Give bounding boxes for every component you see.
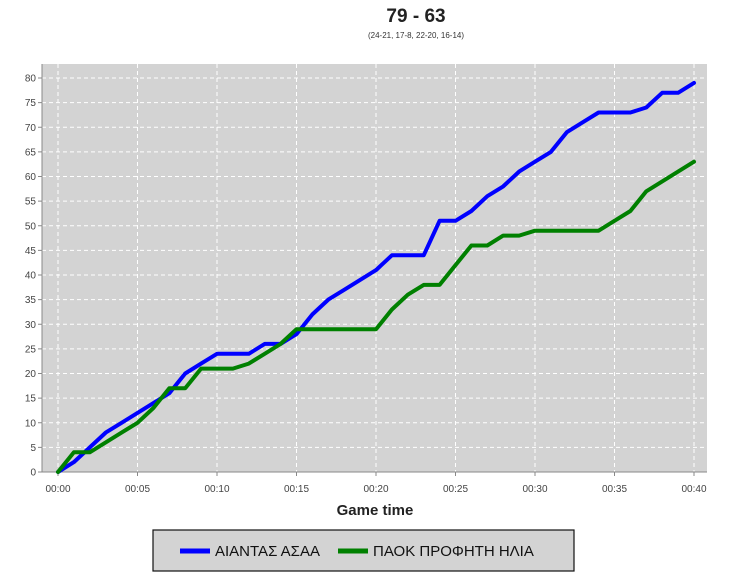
y-tick-label: 0 (30, 468, 36, 479)
y-tick-label: 15 (25, 394, 37, 405)
x-tick-label: 00:00 (45, 484, 70, 495)
chart-title: 79 - 63 (386, 6, 445, 27)
y-tick-label: 30 (25, 320, 37, 331)
y-tick-label: 10 (25, 418, 37, 429)
legend: ΑΙΑΝΤΑΣ ΑΣΑΑ ΠΑΟΚ ΠΡΟΦΗΤΗ ΗΛΙΑ (152, 529, 575, 572)
y-tick-label: 35 (25, 295, 37, 306)
x-tick-label: 00:10 (204, 484, 229, 495)
y-tick-label: 70 (25, 123, 37, 134)
y-tick-label: 65 (25, 147, 37, 158)
x-tick-label: 00:20 (363, 484, 388, 495)
x-tick-label: 00:35 (602, 484, 627, 495)
y-tick-label: 75 (25, 98, 37, 109)
x-tick-label: 00:05 (125, 484, 150, 495)
series-line-1 (56, 159, 696, 474)
x-axis-label: Game time (337, 502, 414, 519)
chart-subtitle: (24-21, 17-8, 22-20, 16-14) (368, 31, 464, 40)
y-tick-label: 20 (25, 369, 37, 380)
y-tick-label: 60 (25, 172, 37, 183)
y-tick-label: 25 (25, 344, 37, 355)
legend-label-aiantas: ΑΙΑΝΤΑΣ ΑΣΑΑ (215, 543, 320, 560)
y-tick-label: 45 (25, 246, 37, 257)
y-tick-label: 80 (25, 74, 37, 85)
legend-label-paok: ΠΑΟΚ ΠΡΟΦΗΤΗ ΗΛΙΑ (373, 543, 534, 560)
y-tick-label: 50 (25, 221, 37, 232)
series-lines (56, 80, 696, 474)
x-tick-label: 00:15 (284, 484, 309, 495)
y-axis-ticks: 0 5 10 15 20 25 30 35 40 45 50 55 60 65 70 75 80 (25, 74, 42, 479)
x-axis-ticks: 00:00 00:05 00:10 00:15 00:20 00:25 00:30 00:35… (45, 472, 707, 495)
x-tick-label: 00:25 (443, 484, 468, 495)
y-tick-label: 40 (25, 271, 37, 282)
grid-lines (42, 64, 707, 472)
x-tick-label: 00:30 (522, 484, 547, 495)
y-tick-label: 5 (30, 443, 36, 454)
y-tick-label: 55 (25, 197, 37, 208)
axes (41, 64, 707, 473)
x-tick-label: 00:40 (681, 484, 706, 495)
